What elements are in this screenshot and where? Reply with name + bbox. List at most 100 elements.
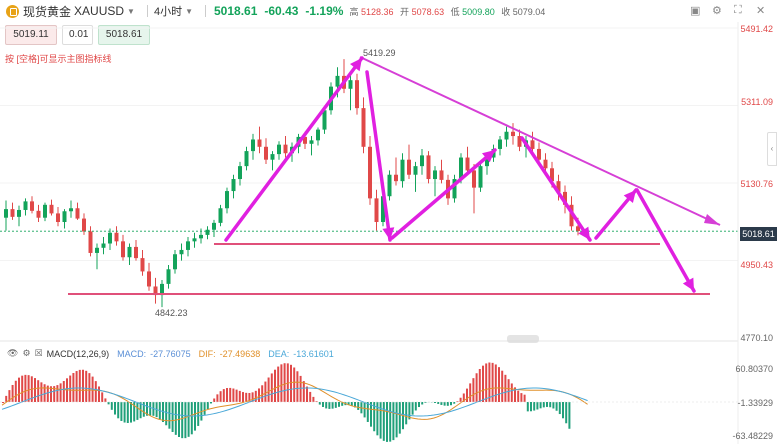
instrument-symbol[interactable]: XAUUSD: [74, 4, 125, 18]
candle-body: [82, 218, 86, 232]
macd-bar: [78, 369, 81, 402]
macd-bar: [363, 402, 366, 418]
macd-bar: [466, 388, 468, 402]
settings-icon[interactable]: ⚙: [22, 348, 31, 358]
macd-bar: [542, 402, 545, 408]
candle-body: [504, 131, 509, 140]
sell-button[interactable]: 5019.11: [5, 25, 57, 45]
image-icon[interactable]: ▣: [690, 5, 701, 17]
candle-body: [355, 80, 359, 109]
macd-bar: [549, 402, 552, 408]
macd-bar: [187, 402, 190, 437]
macd-bar: [488, 362, 491, 402]
macd-bar: [123, 402, 126, 423]
macd-bar: [472, 378, 475, 402]
macd-bar: [117, 402, 120, 419]
macd-bar: [242, 392, 244, 402]
macd-bar: [213, 398, 216, 402]
macd-bar: [536, 402, 539, 410]
chevron-down-icon[interactable]: ▼: [127, 6, 135, 16]
macd-bar: [341, 402, 344, 406]
macd-title[interactable]: MACD(12,26,9): [46, 348, 110, 359]
macd-bar: [222, 389, 225, 402]
macd-bar: [27, 375, 30, 402]
macd-bar: [350, 402, 353, 406]
fullscreen-icon[interactable]: ⛶: [734, 4, 742, 16]
macd-bar: [235, 389, 238, 402]
macd-bar: [338, 402, 340, 407]
macd-bar: [24, 374, 27, 402]
macd-bar: [482, 365, 484, 402]
macd-bar: [494, 364, 497, 402]
macd-bar: [523, 394, 526, 402]
candle-body: [316, 129, 320, 141]
candle-body: [348, 80, 353, 89]
candle-body: [192, 238, 197, 242]
macd-bar: [450, 402, 452, 406]
macd-bar: [50, 386, 52, 402]
macd-bar: [270, 373, 273, 402]
arrow-down-2-head: [578, 226, 590, 240]
drawings: [0, 56, 738, 295]
candle-body: [257, 139, 262, 147]
open-value: 5078.63: [411, 6, 445, 17]
macd-bar: [309, 391, 312, 402]
macd-bar: [190, 402, 193, 435]
macd-bar: [165, 402, 168, 426]
price-axis-label: 4770.10: [740, 333, 773, 343]
macd-bar: [120, 402, 123, 421]
watermark: [507, 335, 539, 343]
candle-body: [238, 166, 242, 180]
timeframe-chevron-icon[interactable]: ▼: [185, 6, 193, 16]
macd-bar: [408, 402, 411, 420]
checkbox-icon[interactable]: ☒: [34, 348, 43, 358]
candle-body: [426, 155, 431, 180]
close-icon[interactable]: ✕: [756, 5, 766, 17]
last-price: 5018.61: [214, 4, 258, 18]
macd-bar: [264, 381, 267, 402]
macd-bar: [382, 402, 385, 441]
macd-bar: [456, 401, 459, 402]
candle-body: [407, 159, 411, 175]
macd-bar: [126, 402, 129, 423]
candle-body: [251, 139, 255, 152]
candle-body: [322, 110, 327, 130]
candle-body: [10, 209, 15, 217]
macd-bar: [443, 402, 446, 406]
instrument-name[interactable]: 现货黄金: [23, 4, 72, 19]
macd-bar: [318, 402, 321, 405]
trough-label: 4842.23: [155, 308, 188, 318]
candle-body: [43, 204, 47, 218]
eye-icon[interactable]: 👁: [7, 348, 19, 358]
macd-bar: [226, 388, 228, 402]
buy-button[interactable]: 5018.61: [98, 25, 150, 45]
macd-bar: [75, 371, 78, 402]
macd-bar: [418, 402, 420, 408]
candle-body: [264, 146, 268, 160]
candle-body: [498, 139, 502, 149]
macd-bar: [293, 367, 296, 402]
timeframe-selector[interactable]: 4小时: [153, 6, 183, 18]
candle-body: [394, 174, 398, 182]
macd-bar: [475, 373, 478, 402]
macd-bar: [286, 363, 289, 402]
arrow-up-2-head: [481, 150, 495, 163]
settings-icon[interactable]: ⚙: [712, 5, 722, 17]
macd-bar: [405, 402, 408, 425]
macd-bar: [322, 402, 324, 408]
candle-body: [452, 179, 457, 199]
candle-body: [374, 198, 379, 223]
macd-bar: [354, 402, 356, 408]
macd-bar: [478, 368, 481, 402]
candle-body: [576, 226, 580, 232]
macd-bar: [398, 402, 401, 434]
collapse-panel-button[interactable]: ‹: [767, 132, 777, 166]
macd-bar: [254, 390, 257, 402]
macd-bar: [424, 402, 427, 403]
candle-body: [140, 258, 145, 272]
macd-bar: [43, 384, 46, 402]
macd-bar: [11, 384, 14, 402]
price-axis-label: 4950.43: [740, 260, 773, 270]
quantity-input[interactable]: 0.01: [62, 25, 93, 45]
